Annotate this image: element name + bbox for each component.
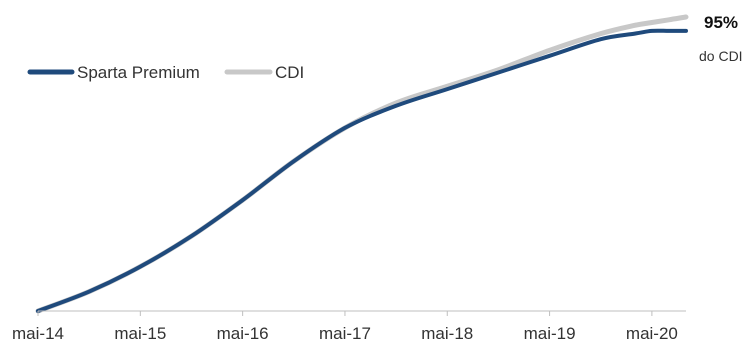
series-line-sparta-premium [36,28,688,313]
x-tick-layer: mai-14 mai-15 mai-16 mai-17 mai-18 mai-19 mai-… [12,311,678,343]
legend-label-sparta-premium: Sparta Premium [77,63,200,82]
x-tick-label: mai-18 [421,324,473,343]
x-tick-label: mai-16 [217,324,269,343]
x-tick-label: mai-17 [319,324,371,343]
series-layer [35,14,689,314]
x-tick-label: mai-20 [626,324,678,343]
x-tick-label: mai-19 [524,324,576,343]
series-line-cdi [35,14,689,314]
annotation-caption: do CDI [699,48,743,64]
legend: Sparta Premium CDI [27,63,304,82]
legend-label-cdi: CDI [275,63,304,82]
x-tick-label: mai-14 [12,324,64,343]
end-annotation: 95% do CDI [699,13,743,64]
x-tick-label: mai-15 [114,324,166,343]
annotation-value: 95% [704,13,738,32]
